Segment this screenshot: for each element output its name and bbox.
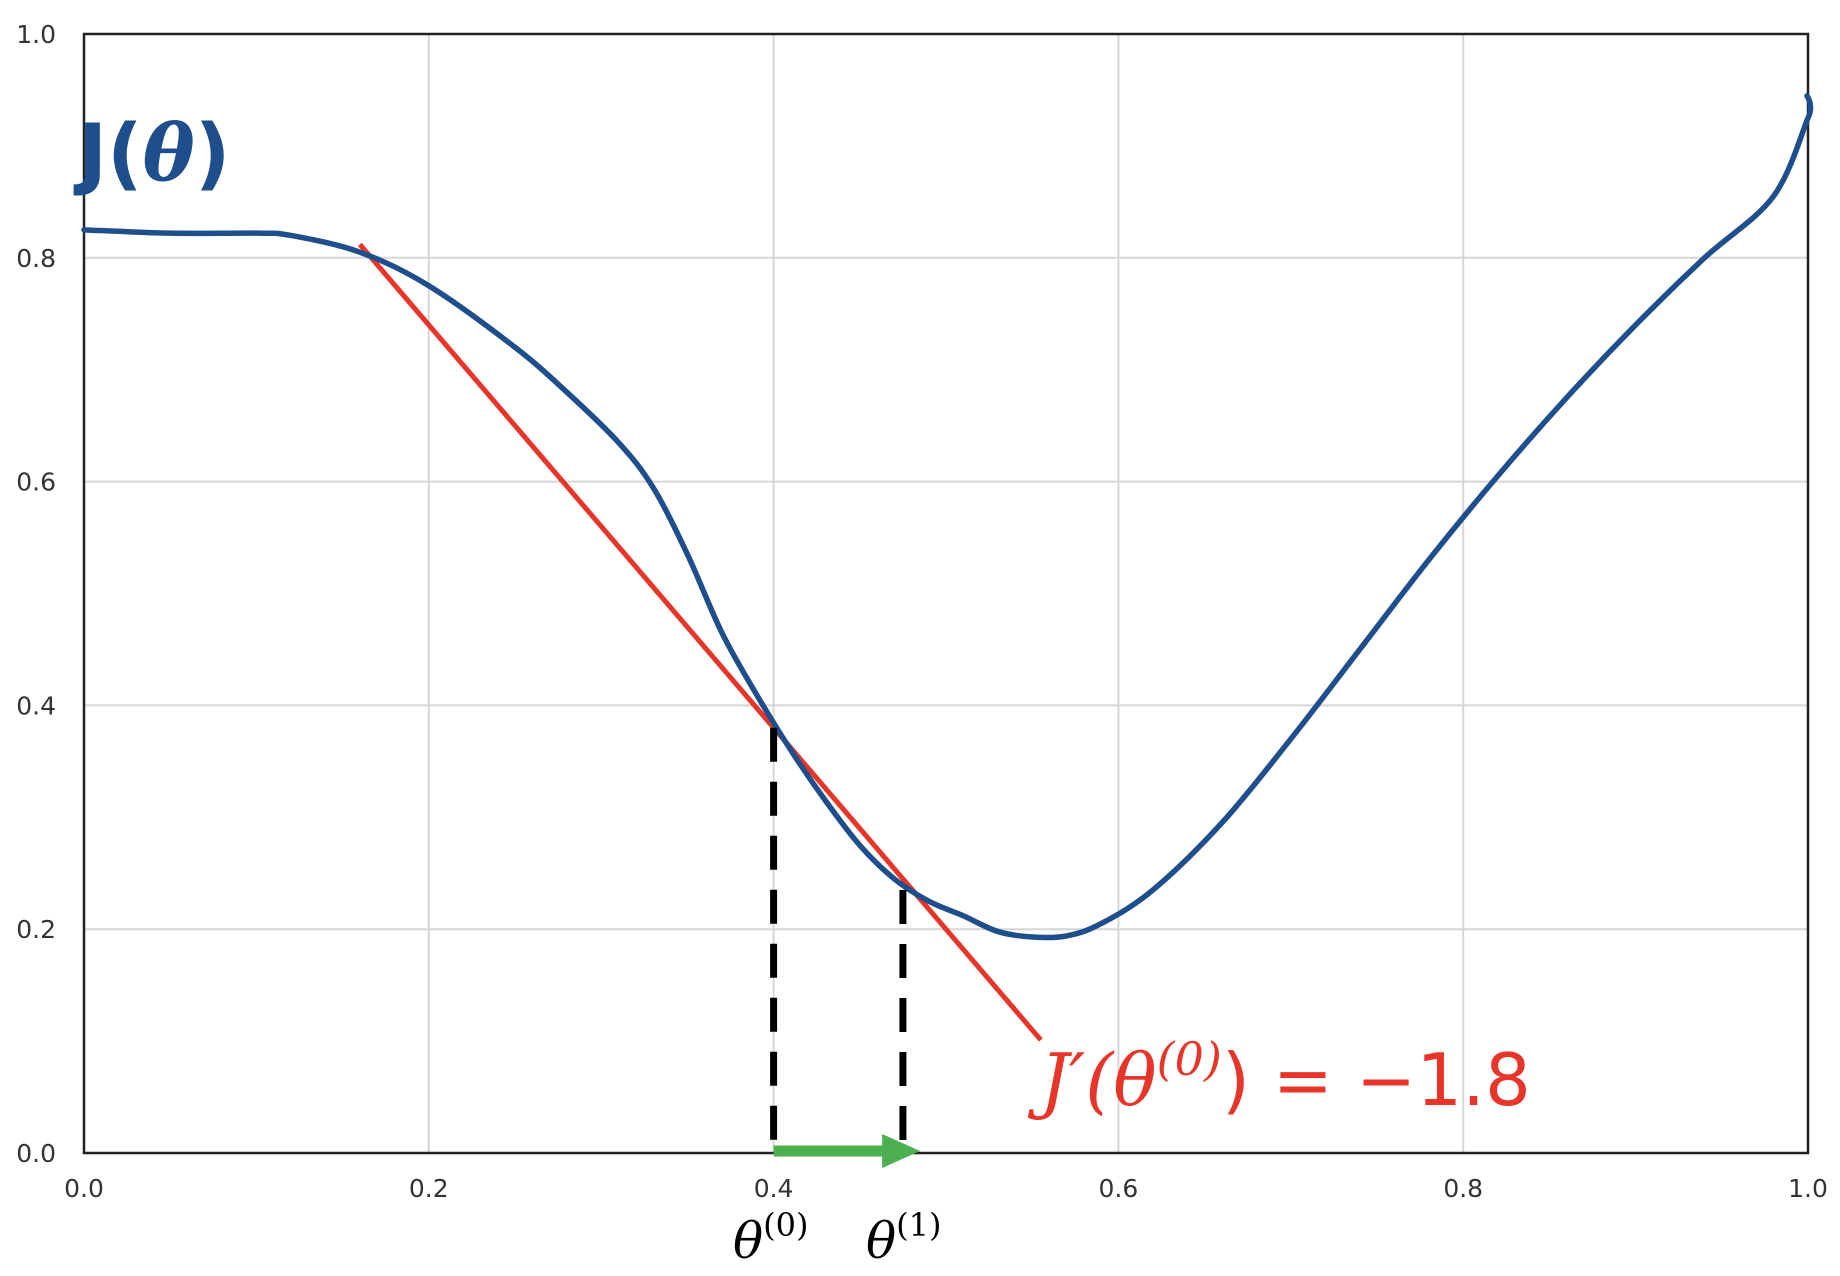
curve-label-close: ) bbox=[195, 109, 231, 199]
theta0-label: θ(0) bbox=[733, 1206, 808, 1270]
tangent-label-rhs: ) = −1.8 bbox=[1222, 1038, 1531, 1122]
grid bbox=[83, 33, 1809, 1154]
y-tick-label-3: 0.6 bbox=[16, 468, 56, 497]
x-tick-label-2: 0.4 bbox=[754, 1174, 794, 1203]
plot-frame bbox=[82, 32, 1810, 1155]
y-tick-label-5: 1.0 bbox=[16, 20, 56, 49]
x-tick-label-0: 0.0 bbox=[64, 1174, 104, 1203]
x-tick-label-4: 0.8 bbox=[1443, 1174, 1483, 1203]
theta1-label: θ(1) bbox=[866, 1206, 941, 1270]
tangent-line bbox=[357, 242, 1043, 1042]
y-tick-label-0: 0.0 bbox=[16, 1139, 56, 1168]
annotations: J(θ) J′(θ(0)) = −1.8 θ(0) θ(1) bbox=[73, 108, 1531, 1270]
axes bbox=[82, 32, 1810, 1155]
y-tick-label-2: 0.4 bbox=[16, 691, 56, 720]
tangent-label-lhs: J′(θ bbox=[1027, 1038, 1157, 1122]
x-tick-label-5: 1.0 bbox=[1788, 1174, 1828, 1203]
step-arrow-head bbox=[882, 1134, 921, 1168]
curve-label-base: J( bbox=[73, 109, 143, 199]
curve-label: J(θ) bbox=[73, 108, 230, 199]
y-tick-label-1: 0.2 bbox=[16, 915, 56, 944]
theta1-base: θ bbox=[866, 1212, 896, 1270]
theta1-sup: (1) bbox=[896, 1206, 941, 1244]
x-tick-label-1: 0.2 bbox=[409, 1174, 449, 1203]
tangent-slope-label: J′(θ(0)) = −1.8 bbox=[1027, 1032, 1531, 1122]
curve-label-var: θ bbox=[143, 108, 195, 199]
series-layer bbox=[81, 93, 1814, 1168]
tick-labels: 0.0 0.2 0.4 0.6 0.8 1.0 0.0 0.2 0.4 0.6 0.8 1.0 bbox=[16, 20, 1828, 1203]
theta0-sup: (0) bbox=[763, 1206, 808, 1244]
tangent-label-sup: (0) bbox=[1157, 1032, 1222, 1086]
y-tick-label-4: 0.8 bbox=[16, 244, 56, 273]
series-line-J-theta bbox=[81, 93, 1814, 941]
theta0-base: θ bbox=[733, 1212, 763, 1270]
x-tick-label-3: 0.6 bbox=[1099, 1174, 1139, 1203]
